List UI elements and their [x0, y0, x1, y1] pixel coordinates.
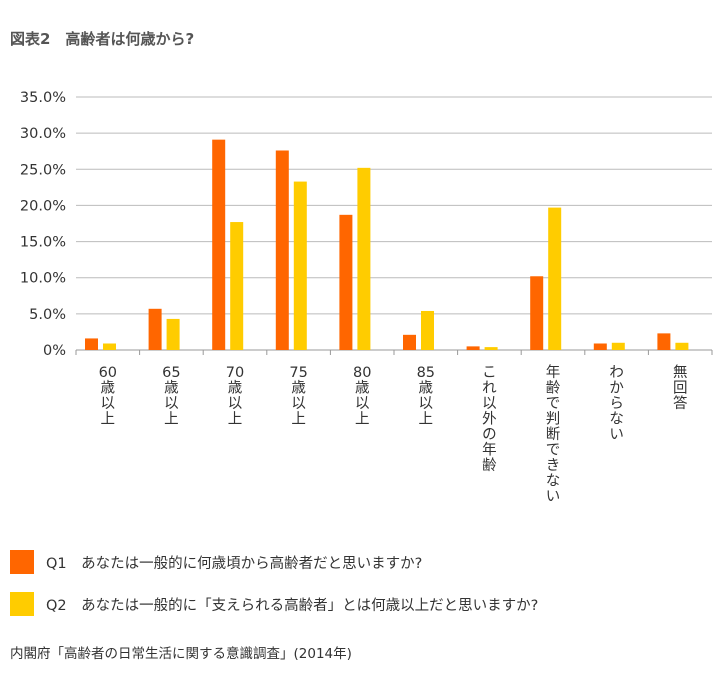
bar-q1: [212, 139, 226, 350]
bar-q1: [593, 343, 607, 350]
source-note: 内閣府「高齢者の日常生活に関する意識調査」(2014年): [10, 646, 352, 662]
bar-q2: [675, 342, 689, 350]
bar-q2: [548, 207, 562, 350]
bar-q2: [230, 222, 244, 350]
bar-q2: [293, 181, 307, 350]
y-tick-label: 20.0%: [20, 198, 66, 214]
y-tick-label: 15.0%: [20, 235, 66, 251]
y-tick-label: 25.0%: [20, 162, 66, 178]
bar-q1: [657, 333, 671, 350]
y-tick-label: 0%: [43, 343, 66, 359]
x-tick-label: 80 歳以上: [353, 365, 371, 428]
bar-q2: [103, 343, 116, 350]
bar-q2: [166, 318, 180, 350]
chart-title: 図表2 高齢者は何歳から?: [10, 30, 195, 48]
legend-label-q1: Q1 あなたは一般的に何歳頃から高齢者だと思いますか?: [46, 555, 423, 572]
legend-swatch-q1: [10, 550, 34, 574]
x-tick-label: わからない: [609, 364, 624, 443]
bar-q1: [339, 214, 353, 350]
bar-q1: [148, 308, 162, 350]
x-tick-label: 60 歳以上: [99, 365, 117, 428]
x-tick-label: 85 歳以上: [417, 365, 435, 428]
legend-item-q1: Q1 あなたは一般的に何歳頃から高齢者だと思いますか?: [10, 550, 422, 574]
x-tick-label: 70 歳以上: [226, 365, 244, 428]
x-tick-label: 75 歳以上: [289, 365, 307, 428]
y-tick-label: 30.0%: [20, 126, 66, 142]
bar-q2: [611, 342, 625, 350]
x-tick-label: 無回答: [673, 364, 688, 412]
bar-q1: [530, 276, 544, 350]
y-tick-label: 10.0%: [20, 271, 66, 287]
bar-chart: 0% 5.0% 10.0% 15.0% 20.0% 25.0% 30.0% 35.0% 60 歳以…: [20, 90, 713, 505]
legend-swatch-q2: [10, 592, 34, 616]
x-tick-label: 年齢で判断できない: [546, 364, 561, 505]
y-tick-label: 5.0%: [29, 307, 66, 323]
legend-label-q2: Q2 あなたは一般的に「支えられる高齢者」とは何歳以上だと思いますか?: [46, 597, 539, 614]
bar-q1: [275, 150, 289, 350]
bar-q2: [421, 310, 434, 350]
bar-q1: [85, 338, 98, 350]
x-tick-label: これ以外の年齢: [482, 365, 497, 474]
legend-item-q2: Q2 あなたは一般的に「支えられる高齢者」とは何歳以上だと思いますか?: [10, 592, 538, 616]
bar-q1: [466, 346, 480, 350]
bar-q2: [484, 347, 498, 350]
bar-q2: [357, 167, 371, 350]
x-tick-label: 65 歳以上: [162, 365, 180, 428]
y-tick-label: 35.0%: [20, 90, 66, 106]
bar-q1: [403, 334, 416, 350]
